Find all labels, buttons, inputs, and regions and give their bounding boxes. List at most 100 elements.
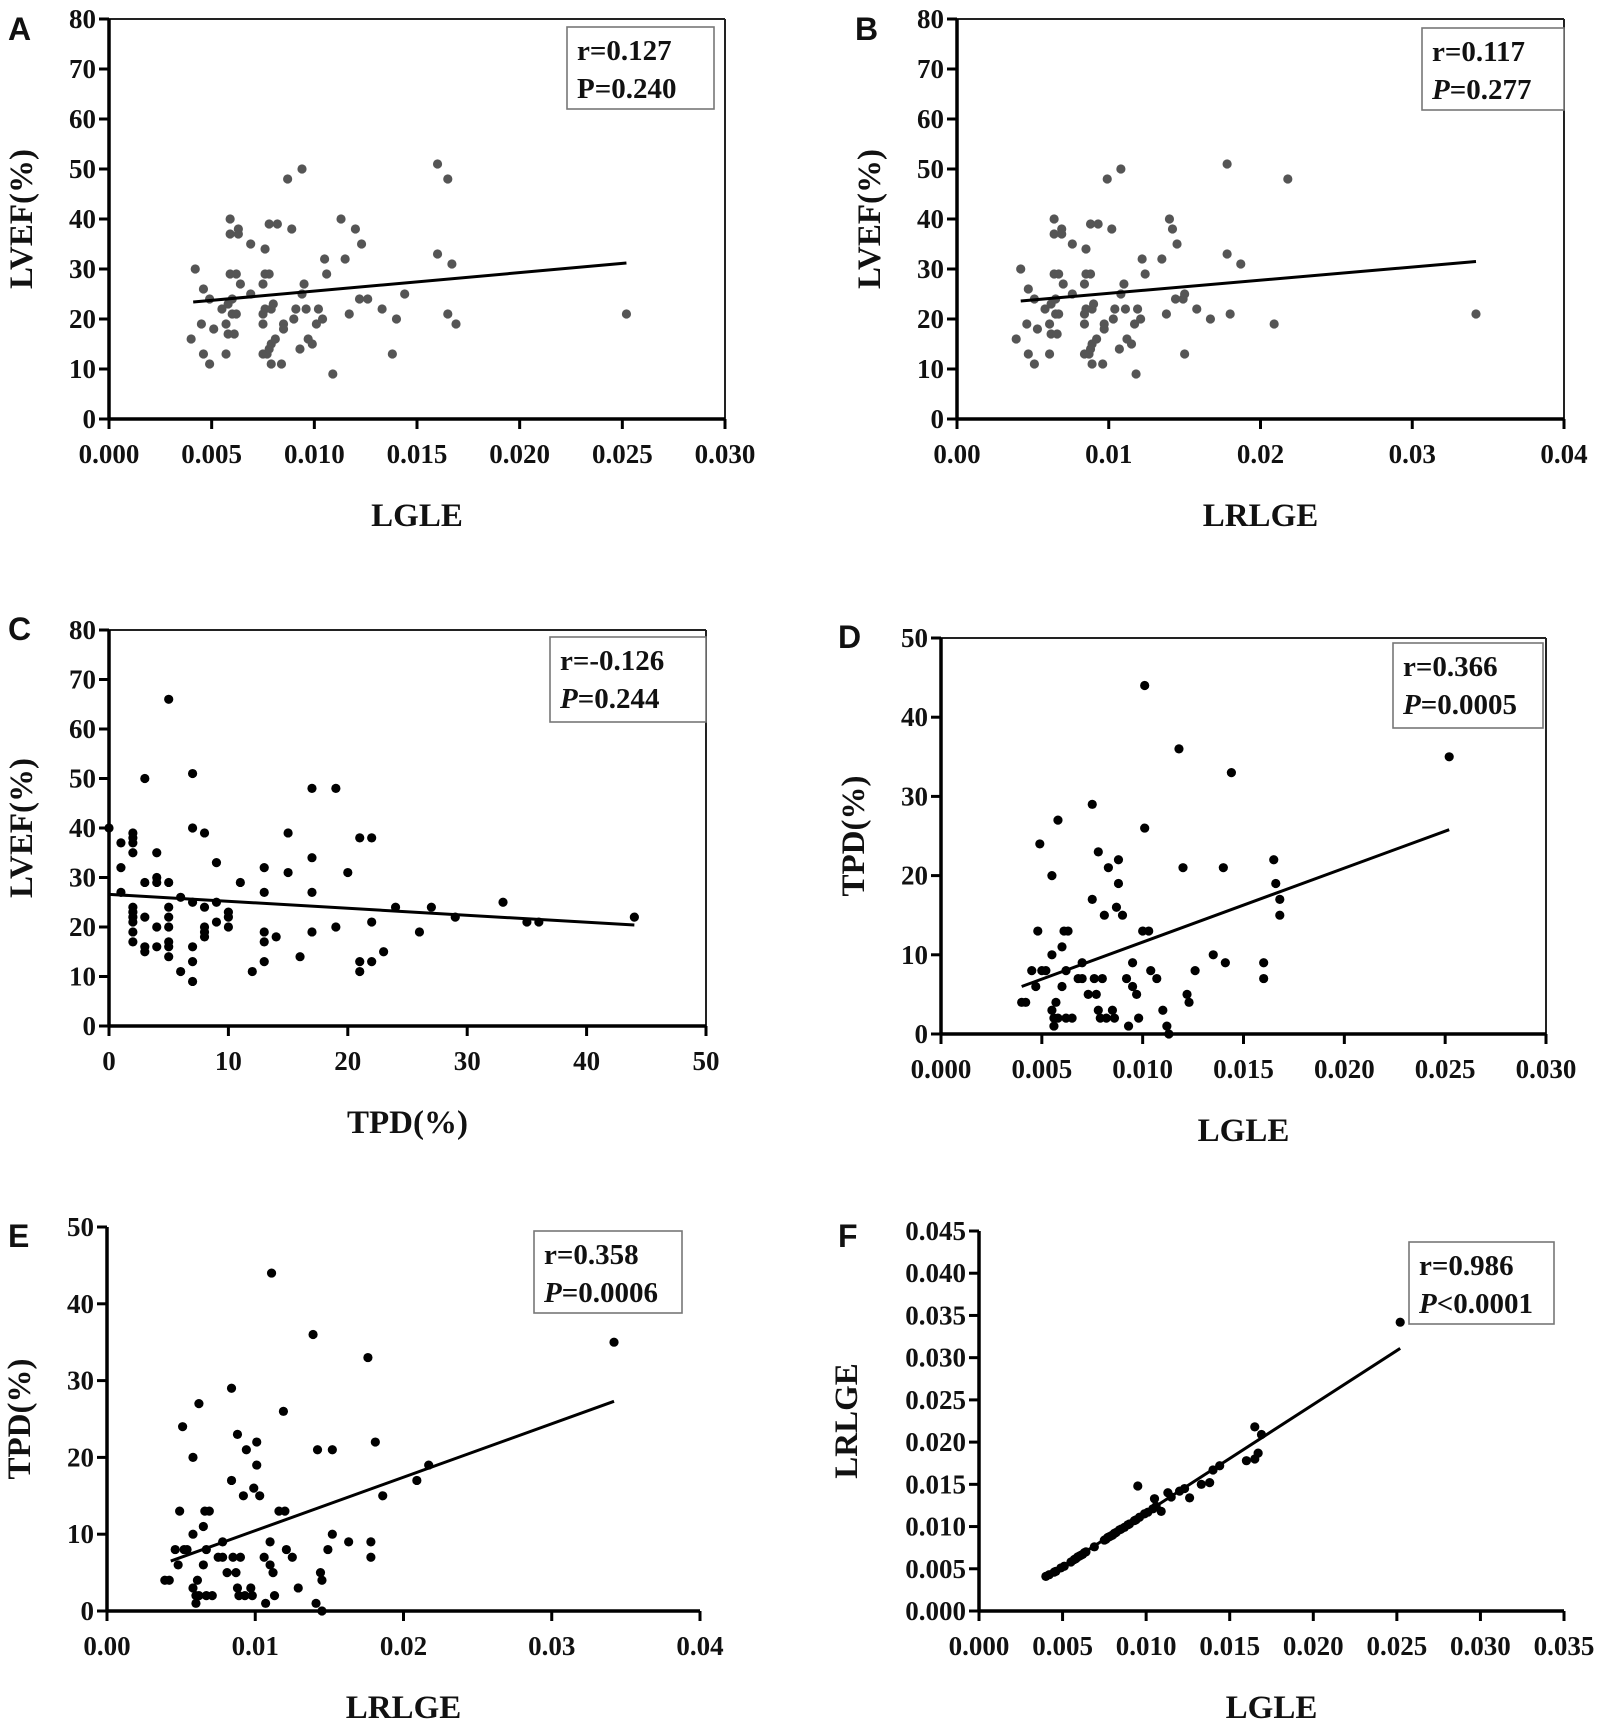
y-tick-label: 70 [69, 54, 96, 84]
p-value: P=0.0006 [543, 1277, 658, 1309]
data-point [152, 922, 162, 932]
data-point [1134, 1013, 1144, 1023]
correlation-r: r=0.366 [1403, 651, 1498, 683]
regression-line [1020, 260, 1477, 303]
data-point [367, 957, 377, 967]
panel-c: C 0 10 20 30 40 50 0 10 20 30 40 50 60 70 80 TPD(%) LVEF(… [4, 611, 720, 1141]
data-point [1164, 214, 1175, 224]
data-point [1087, 894, 1097, 904]
y-tick-label: 20 [917, 304, 944, 334]
data-point [443, 309, 453, 319]
y-tick-label: 50 [69, 764, 96, 794]
y-tick-label: 80 [69, 4, 96, 34]
data-point [1222, 249, 1232, 259]
data-point [412, 1475, 422, 1486]
data-point [323, 1544, 333, 1555]
data-point [307, 887, 317, 897]
data-point [188, 1583, 198, 1593]
data-point [264, 219, 274, 229]
data-point [1097, 973, 1107, 984]
data-point [1107, 224, 1117, 234]
data-point [1089, 973, 1099, 984]
data-point [222, 1568, 232, 1578]
x-axis-label: LGLE [371, 498, 463, 534]
data-point [1085, 269, 1096, 279]
y-axis-label: LVEF(%) [4, 758, 40, 898]
stats-box-border [1392, 642, 1544, 729]
data-point [629, 912, 639, 922]
y-tick-label: 70 [917, 54, 944, 84]
data-point [336, 214, 346, 224]
y-tick-label: 0 [83, 1011, 97, 1041]
data-point [311, 319, 321, 329]
data-point [241, 1445, 251, 1455]
data-point [299, 279, 309, 289]
correlation-r: r=0.358 [544, 1239, 639, 1271]
y-tick-label: 30 [69, 254, 96, 284]
data-point [246, 1583, 256, 1593]
data-point [1057, 981, 1067, 992]
panel-letter: E [8, 1218, 29, 1254]
data-point [1099, 910, 1109, 920]
x-tick-label: 10 [215, 1046, 242, 1076]
data-point [235, 279, 246, 289]
stats-box: r=0.127 P=0.240 [566, 26, 715, 110]
x-tick-label: 0.020 [1283, 1631, 1344, 1661]
data-point [278, 324, 289, 334]
x-axis-label: TPD(%) [347, 1105, 468, 1141]
x-tick-label: 0.025 [1366, 1631, 1427, 1661]
data-point [228, 1552, 238, 1562]
p-label: P [1418, 1288, 1437, 1320]
data-point [377, 304, 387, 314]
data-point [231, 1568, 241, 1578]
p-value-number: =0.244 [578, 683, 660, 715]
p-label: P [559, 683, 578, 715]
data-point [164, 1575, 174, 1585]
data-point [238, 1491, 248, 1501]
data-point [1136, 314, 1146, 324]
panel-e: E 0.00 0.01 0.02 0.03 0.04 0 10 20 30 40 50 LRLGE TPD… [2, 1212, 724, 1720]
y-tick-label: 40 [69, 204, 96, 234]
p-value: P=0.240 [577, 73, 677, 105]
data-point [1098, 359, 1108, 369]
data-point [1079, 319, 1090, 329]
data-point [1029, 359, 1039, 369]
data-point [198, 1560, 208, 1570]
y-tick-label: 50 [67, 1212, 94, 1242]
data-point [266, 1268, 277, 1278]
data-point [209, 324, 219, 334]
data-point [367, 833, 377, 843]
x-axis-label: LGLE [1226, 1690, 1318, 1720]
data-point [1085, 219, 1096, 229]
x-tick-label: 0.015 [1199, 1631, 1260, 1661]
data-point [1126, 339, 1137, 349]
data-point [1052, 329, 1062, 339]
x-tick-label: 40 [573, 1046, 600, 1076]
data-point [258, 319, 268, 329]
data-point [280, 1506, 290, 1516]
data-point [205, 359, 215, 369]
data-point [164, 942, 174, 952]
x-tick-label: 0.000 [949, 1631, 1010, 1661]
data-point [173, 1560, 183, 1570]
data-point [498, 897, 508, 907]
p-label: P [1431, 74, 1450, 106]
data-point [1133, 1481, 1143, 1491]
data-point [268, 299, 278, 309]
x-tick-label: 0.030 [1516, 1054, 1577, 1084]
y-tick-label: 50 [917, 154, 944, 184]
data-point [315, 1568, 326, 1578]
data-point [1131, 369, 1141, 379]
data-point [231, 309, 241, 319]
data-point [1041, 966, 1051, 976]
data-point [140, 773, 150, 784]
x-tick-label: 20 [334, 1046, 361, 1076]
y-tick-label: 0 [931, 404, 945, 434]
panel-letter: D [838, 619, 861, 655]
data-point [366, 1537, 376, 1547]
data-point [269, 1591, 280, 1601]
data-point [223, 912, 233, 922]
data-point [247, 1591, 257, 1601]
data-point [1178, 863, 1188, 873]
p-value-number: <0.0001 [1437, 1288, 1533, 1320]
